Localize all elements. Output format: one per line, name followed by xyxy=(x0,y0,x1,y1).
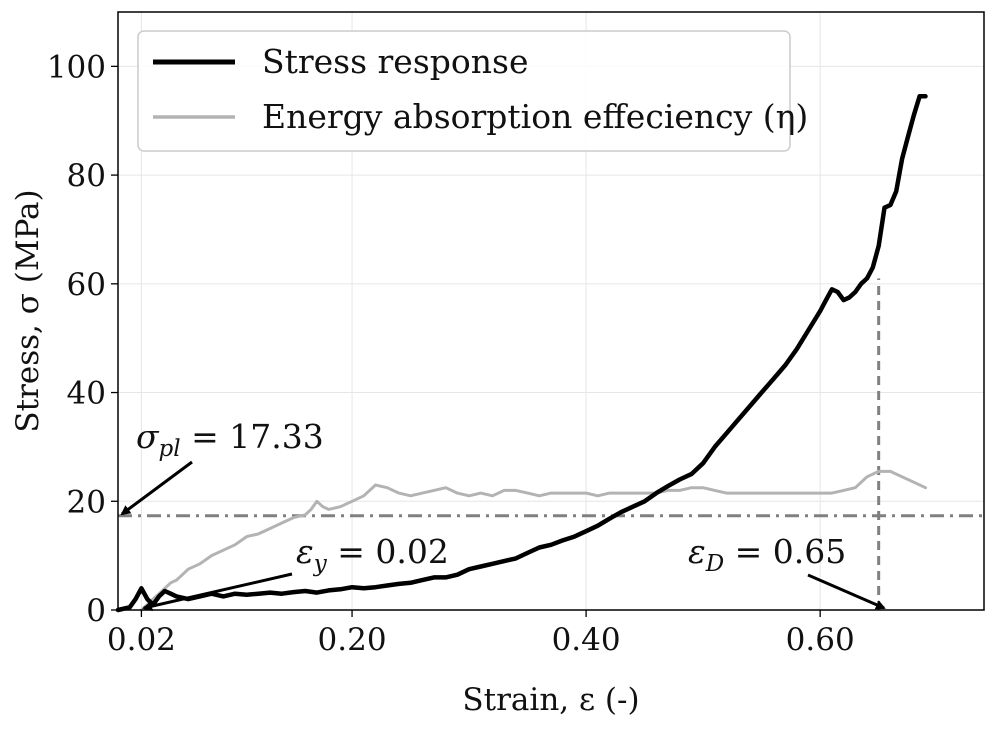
eps-y-annotation-arrow xyxy=(142,572,293,612)
series-lines xyxy=(115,94,928,613)
x-tick-label: 0.20 xyxy=(318,622,387,658)
y-axis-label: Stress, σ (MPa) xyxy=(10,189,46,432)
eps-y-annotation-text: εy = 0.02 xyxy=(296,532,449,577)
sigma-pl-annotation-arrow xyxy=(120,460,193,516)
sigma-pl-annotation-text: σpl = 17.33 xyxy=(136,417,324,462)
y-tick-label: 100 xyxy=(47,49,106,85)
eps-d-annotation: εD = 0.65 xyxy=(688,532,886,610)
y-tick-label: 0 xyxy=(86,593,106,629)
legend-label-efficiency: Energy absorption effeciency (η) xyxy=(262,97,808,136)
x-tick-label: 0.60 xyxy=(786,622,855,658)
x-axis-ticks: 0.02 0.20 0.40 0.60 xyxy=(107,610,855,658)
eps-d-annotation-text: εD = 0.65 xyxy=(688,532,846,577)
series-energy-efficiency-line xyxy=(139,469,927,612)
x-tick-label: 0.40 xyxy=(552,622,621,658)
eps-y-annotation: εy = 0.02 xyxy=(142,532,449,612)
legend-box xyxy=(137,30,791,152)
x-tick-label: 0.02 xyxy=(107,622,176,658)
y-tick-label: 60 xyxy=(67,267,106,303)
annotations: σpl = 17.33 εy = 0.02 εD = 0.65 xyxy=(120,417,886,612)
plot-frame xyxy=(117,11,985,611)
x-axis-label: Strain, ε (-) xyxy=(462,682,639,718)
sigma-pl-annotation: σpl = 17.33 xyxy=(120,417,324,516)
y-tick-label: 20 xyxy=(67,484,106,520)
y-axis-ticks: 0 20 40 60 80 100 xyxy=(47,49,118,629)
legend-label-stress: Stress response xyxy=(262,42,528,81)
y-tick-label: 40 xyxy=(67,376,106,412)
y-tick-label: 80 xyxy=(67,158,106,194)
series-stress-response-line xyxy=(115,94,928,613)
eps-d-annotation-arrow xyxy=(807,573,886,610)
reference-lines xyxy=(118,278,984,610)
legend: Stress response Energy absorption effecie… xyxy=(137,30,808,152)
